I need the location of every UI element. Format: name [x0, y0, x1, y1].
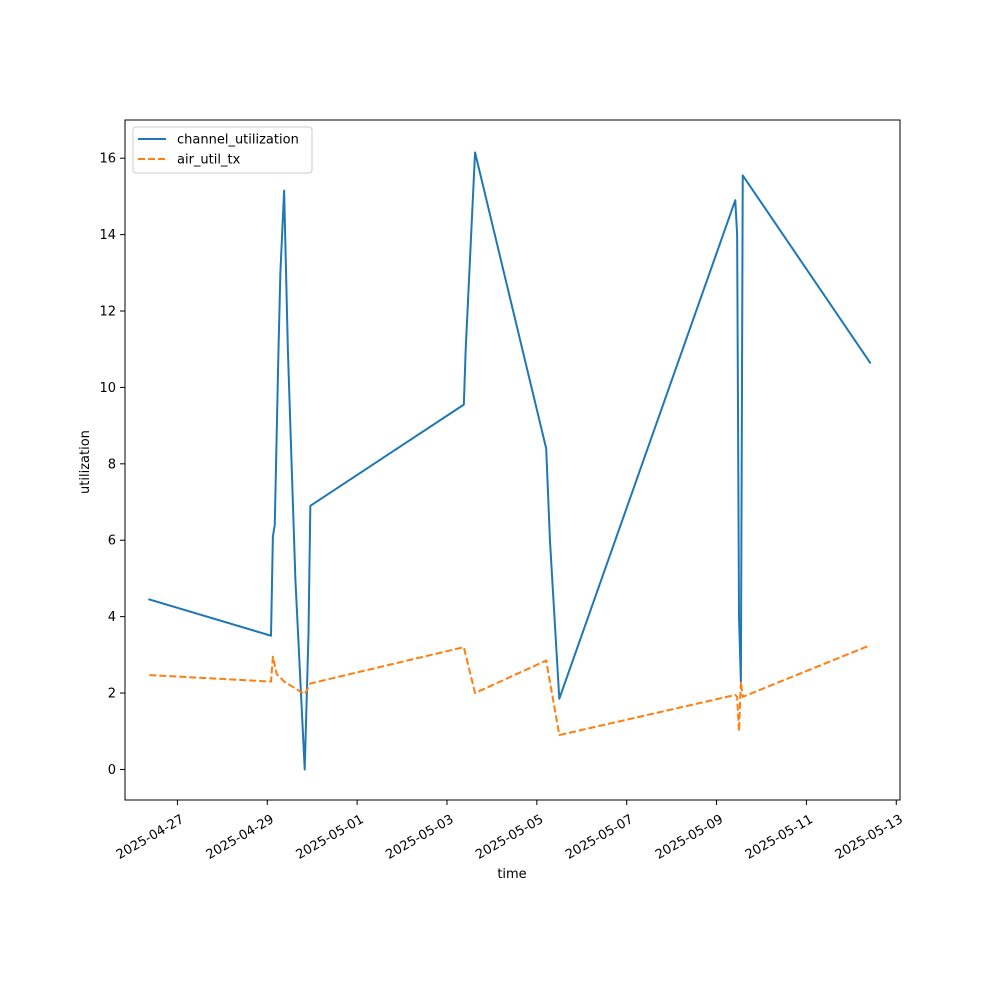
y-tick-label: 6 — [108, 534, 116, 549]
y-axis-label: utilization — [78, 430, 93, 494]
series-layer — [148, 151, 872, 771]
series-line-channel_utilization — [148, 151, 872, 771]
legend-label-channel_utilization: channel_utilization — [177, 133, 299, 148]
x-axis-label: time — [497, 867, 526, 882]
y-tick-label: 2 — [108, 687, 116, 702]
y-tick-label: 12 — [99, 305, 116, 320]
y-tick-label: 4 — [108, 610, 116, 625]
series-line-air_util_tx — [149, 644, 871, 737]
legend-box — [132, 126, 313, 174]
y-tick-label: 14 — [99, 228, 116, 243]
y-tick-label: 8 — [108, 457, 116, 472]
y-tick-label: 16 — [99, 152, 116, 167]
legend: channel_utilization air_util_tx — [132, 126, 313, 174]
y-tick-label: 10 — [99, 381, 116, 396]
y-axis: 0 2 4 6 8 10 12 14 16 — [99, 152, 125, 778]
plot-frame — [124, 119, 901, 801]
y-tick-label: 0 — [108, 763, 116, 778]
legend-label-air_util_tx: air_util_tx — [177, 153, 241, 168]
